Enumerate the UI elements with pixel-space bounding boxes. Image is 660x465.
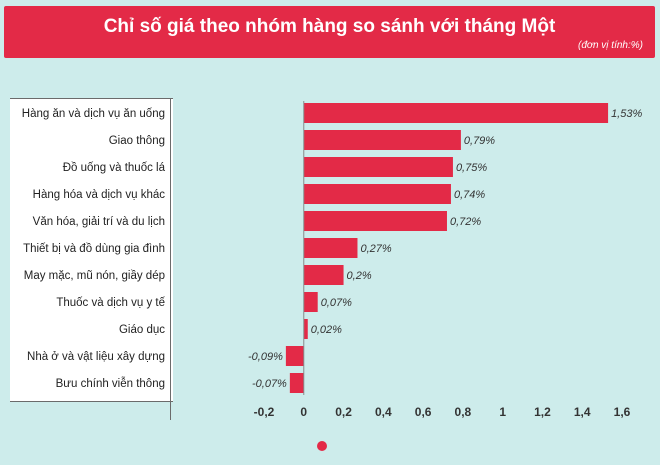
bar xyxy=(303,265,344,285)
value-label: 0,75% xyxy=(456,162,487,174)
category-label: Hàng ăn và dịch vụ ăn uống xyxy=(22,108,165,120)
bar xyxy=(285,346,304,366)
bar xyxy=(303,319,308,339)
bar xyxy=(303,103,609,123)
x-tick-label: 1,4 xyxy=(574,405,591,419)
x-tick-label: 1 xyxy=(499,405,506,419)
value-label: 0,2% xyxy=(347,270,372,282)
bar xyxy=(289,373,304,393)
unit-label: (đơn vị tính:%) xyxy=(578,40,643,51)
category-label: Đồ uống và thuốc lá xyxy=(63,162,166,174)
bar xyxy=(303,211,447,231)
x-tick-label: 0 xyxy=(300,405,307,419)
chart-header: Chỉ số giá theo nhóm hàng so sánh với th… xyxy=(4,6,655,58)
value-label: -0,07% xyxy=(252,378,287,390)
value-label: 1,53% xyxy=(611,108,642,120)
category-label: Bưu chính viễn thông xyxy=(56,377,165,390)
category-label: Hàng hóa và dịch vụ khác xyxy=(33,189,166,201)
chart-title: Chỉ số giá theo nhóm hàng so sánh với th… xyxy=(103,16,556,37)
value-label: 0,72% xyxy=(450,216,481,228)
category-axis-line xyxy=(170,98,171,420)
category-label: Giao thông xyxy=(109,135,165,147)
x-tick-label: -0,2 xyxy=(254,405,275,419)
value-label: 0,27% xyxy=(360,243,391,255)
category-label: Thuốc và dịch vụ y tế xyxy=(56,297,165,309)
value-label: 0,07% xyxy=(321,297,352,309)
page-indicator-dot[interactable] xyxy=(317,441,327,451)
bar xyxy=(303,130,461,150)
x-tick-label: 0,2 xyxy=(335,405,352,419)
category-label: May mặc, mũ nón, giầy dép xyxy=(24,270,165,282)
value-label: 0,02% xyxy=(311,324,342,336)
value-label: 0,79% xyxy=(464,135,495,147)
category-label: Nhà ở và vật liệu xây dựng xyxy=(27,351,165,363)
x-tick-label: 1,2 xyxy=(534,405,551,419)
category-label-panel xyxy=(10,98,173,402)
x-tick-label: 0,6 xyxy=(415,405,432,419)
x-tick-label: 0,8 xyxy=(455,405,472,419)
bar xyxy=(303,238,358,258)
category-label: Thiết bị và đồ dùng gia đình xyxy=(23,243,165,255)
x-tick-label: 1,6 xyxy=(614,405,631,419)
x-tick-label: 0,4 xyxy=(375,405,392,419)
value-label: -0,09% xyxy=(248,351,283,363)
category-label: Giáo dục xyxy=(119,324,165,336)
bar xyxy=(303,292,318,312)
bar xyxy=(303,184,451,204)
value-label: 0,74% xyxy=(454,189,485,201)
bar xyxy=(303,157,453,177)
category-label: Văn hóa, giải trí và du lịch xyxy=(33,216,165,228)
